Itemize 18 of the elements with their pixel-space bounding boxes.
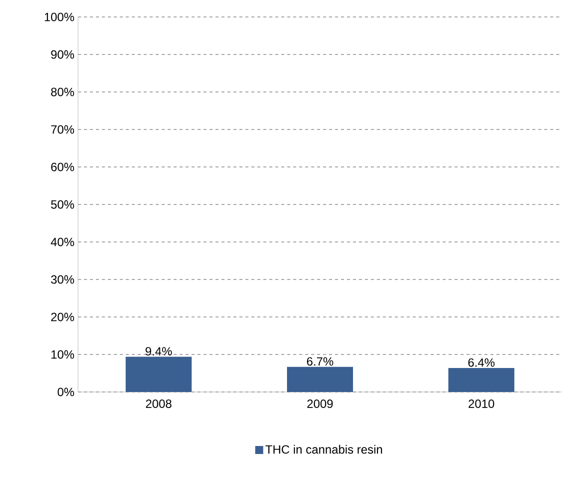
y-tick-label: 70% bbox=[51, 125, 74, 134]
y-tick-label: 100% bbox=[44, 12, 74, 22]
legend-label: THC in cannabis resin bbox=[265, 444, 382, 454]
x-tick-label: 2010 bbox=[468, 400, 494, 408]
y-tick-label: 80% bbox=[51, 88, 74, 96]
y-tick-label: 10% bbox=[51, 350, 74, 359]
x-tick-label: 2009 bbox=[307, 400, 333, 408]
y-tick-label: 0% bbox=[58, 388, 74, 396]
y-tick-label: 30% bbox=[51, 275, 74, 284]
y-tick-label: 20% bbox=[51, 312, 74, 322]
y-tick-label: 90% bbox=[51, 50, 74, 59]
y-tick-label: 60% bbox=[51, 162, 74, 172]
data-label: 9.4% bbox=[146, 347, 172, 356]
y-tick-label: 40% bbox=[50, 238, 74, 246]
x-tick-label: 2008 bbox=[146, 400, 172, 408]
data-label: 6.7% bbox=[306, 357, 334, 366]
data-label: 6.4% bbox=[468, 358, 495, 367]
y-tick-label: 50% bbox=[51, 200, 74, 209]
